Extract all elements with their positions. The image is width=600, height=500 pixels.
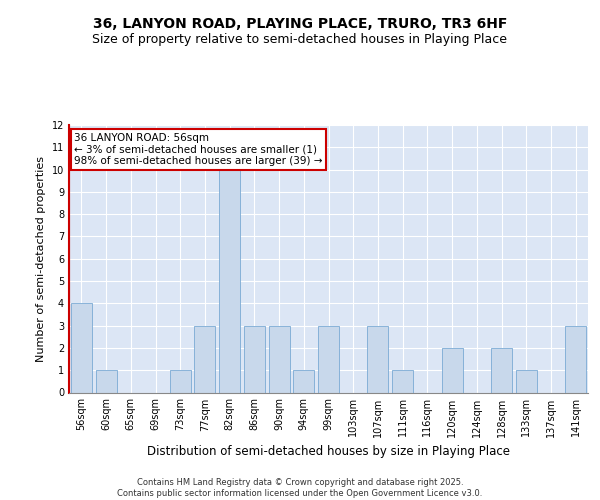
Bar [269, 326, 290, 392]
Text: 36 LANYON ROAD: 56sqm
← 3% of semi-detached houses are smaller (1)
98% of semi-d: 36 LANYON ROAD: 56sqm ← 3% of semi-detac… [74, 133, 323, 166]
Bar [71, 304, 92, 392]
Bar [170, 370, 191, 392]
Bar [392, 370, 413, 392]
Bar [367, 326, 388, 392]
Bar [565, 326, 586, 392]
Bar [95, 370, 116, 392]
Y-axis label: Number of semi-detached properties: Number of semi-detached properties [36, 156, 46, 362]
Text: 36, LANYON ROAD, PLAYING PLACE, TRURO, TR3 6HF: 36, LANYON ROAD, PLAYING PLACE, TRURO, T… [93, 18, 507, 32]
Bar [516, 370, 537, 392]
X-axis label: Distribution of semi-detached houses by size in Playing Place: Distribution of semi-detached houses by … [147, 445, 510, 458]
Text: Contains HM Land Registry data © Crown copyright and database right 2025.
Contai: Contains HM Land Registry data © Crown c… [118, 478, 482, 498]
Bar [244, 326, 265, 392]
Bar [491, 348, 512, 393]
Bar [442, 348, 463, 393]
Bar [318, 326, 339, 392]
Bar [219, 170, 240, 392]
Text: Size of property relative to semi-detached houses in Playing Place: Size of property relative to semi-detach… [92, 32, 508, 46]
Bar [194, 326, 215, 392]
Bar [293, 370, 314, 392]
